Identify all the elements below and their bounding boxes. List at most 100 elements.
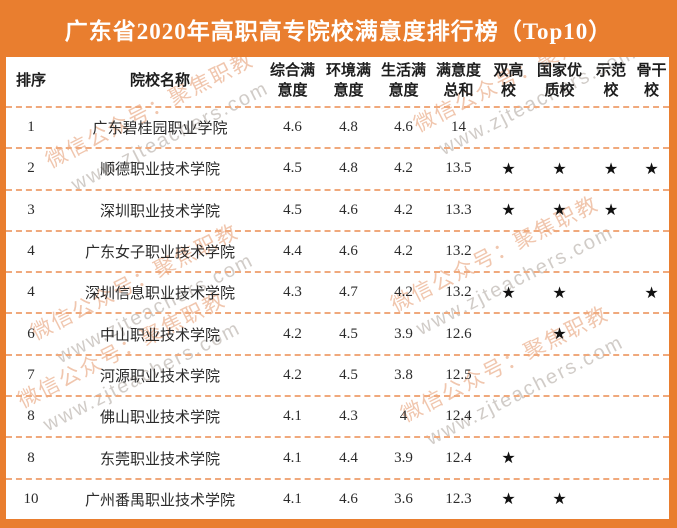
- life-score: 4.2: [394, 284, 413, 301]
- school-name-cell: 广东碧桂园职业学院: [92, 121, 228, 138]
- comprehensive-score: 4.2: [283, 366, 302, 383]
- life-score: 4.2: [394, 160, 413, 177]
- table-row: 8 佛山职业技术学院 4.1 4.3 4 12.4: [6, 397, 669, 439]
- life-score: 3.9: [394, 449, 413, 466]
- national-quality-star: ★: [552, 202, 567, 220]
- environment-score: 4.6: [339, 201, 358, 218]
- rank-cell: 7: [27, 366, 35, 383]
- school-name-cell: 佛山职业技术学院: [99, 410, 220, 427]
- national-quality-star: ★: [552, 491, 567, 509]
- header-national-quality: 国家优质校: [536, 63, 582, 99]
- comprehensive-score: 4.2: [283, 325, 302, 342]
- rank-cell: 4: [27, 243, 35, 260]
- header-comprehensive: 综合满意度: [269, 63, 315, 99]
- total-score: 13.5: [445, 160, 472, 177]
- header-backbone: 骨干校: [636, 63, 667, 99]
- header-total: 满意度总和: [435, 63, 481, 99]
- environment-score: 4.7: [339, 284, 358, 301]
- environment-score: 4.3: [339, 408, 358, 425]
- header-life: 生活满意度: [380, 63, 426, 99]
- demonstration-star: ★: [603, 160, 619, 178]
- environment-score: 4.5: [339, 325, 358, 342]
- environment-score: 4.5: [339, 366, 358, 383]
- national-quality-star: ★: [552, 284, 567, 302]
- backbone-star: ★: [644, 160, 659, 178]
- title-band: 广东省2020年高职高专院校满意度排行榜（Top10）: [0, 0, 677, 57]
- frame-border-bottom: [0, 519, 677, 528]
- life-score: 3.8: [394, 366, 413, 383]
- total-score: 12.5: [445, 366, 472, 383]
- double-high-star: ★: [501, 450, 516, 468]
- comprehensive-score: 4.6: [283, 119, 302, 136]
- environment-score: 4.6: [339, 490, 358, 507]
- school-name-cell: 深圳信息职业技术学院: [84, 286, 235, 303]
- header-school-name: 院校名称: [129, 72, 190, 89]
- table-row: 4 广东女子职业技术学院 4.4 4.6 4.2 13.2: [6, 232, 669, 274]
- comprehensive-score: 4.5: [283, 160, 302, 177]
- life-score: 4.6: [394, 119, 413, 136]
- life-score: 4.2: [394, 201, 413, 218]
- table-row: 1 广东碧桂园职业学院 4.6 4.8 4.6 14: [6, 108, 669, 150]
- rank-cell: 4: [27, 284, 35, 301]
- frame-border-left: [0, 0, 6, 528]
- double-high-star: ★: [501, 202, 516, 220]
- school-name-cell: 深圳职业技术学院: [99, 203, 220, 220]
- rank-cell: 8: [27, 408, 35, 425]
- table-row: 7 河源职业技术学院 4.2 4.5 3.8 12.5: [6, 356, 669, 398]
- table-row: 3 深圳职业技术学院 4.5 4.6 4.2 13.3 ★ ★ ★: [6, 191, 669, 232]
- double-high-star: ★: [501, 160, 516, 178]
- page-title: 广东省2020年高职高专院校满意度排行榜（Top10）: [64, 18, 613, 44]
- national-quality-star: ★: [552, 160, 567, 178]
- national-quality-star: ★: [552, 326, 567, 344]
- environment-score: 4.4: [339, 449, 358, 466]
- rank-cell: 8: [27, 449, 35, 466]
- comprehensive-score: 4.1: [283, 490, 302, 507]
- rank-cell: 10: [23, 490, 39, 507]
- comprehensive-score: 4.1: [283, 408, 302, 425]
- table-header-row: 排序 院校名称 综合满意度 环境满意度 生活满意度 满意度总和 双高校 国家优质…: [6, 57, 669, 108]
- school-name-cell: 广东女子职业技术学院: [84, 245, 235, 262]
- backbone-star: ★: [644, 284, 659, 302]
- table-row: 6 中山职业技术学院 4.2 4.5 3.9 12.6 ★: [6, 314, 669, 356]
- environment-score: 4.8: [339, 160, 358, 177]
- double-high-star: ★: [501, 284, 516, 302]
- header-double-high: 双高校: [493, 63, 524, 99]
- table-row: 8 东莞职业技术学院 4.1 4.4 3.9 12.4 ★: [6, 438, 669, 480]
- comprehensive-score: 4.5: [283, 201, 302, 218]
- comprehensive-score: 4.3: [283, 284, 302, 301]
- header-rank: 排序: [15, 72, 46, 89]
- total-score: 13.2: [445, 284, 472, 301]
- school-name-cell: 顺德职业技术学院: [99, 162, 220, 179]
- rank-cell: 6: [27, 325, 35, 342]
- environment-score: 4.8: [339, 119, 358, 136]
- school-name-cell: 中山职业技术学院: [99, 327, 220, 344]
- total-score: 14: [451, 119, 466, 136]
- comprehensive-score: 4.4: [283, 243, 302, 260]
- rank-cell: 3: [27, 201, 35, 218]
- ranking-table: 排序 院校名称 综合满意度 环境满意度 生活满意度 满意度总和 双高校 国家优质…: [6, 57, 669, 519]
- life-score: 4.2: [394, 243, 413, 260]
- school-name-cell: 东莞职业技术学院: [99, 451, 220, 468]
- school-name-cell: 河源职业技术学院: [99, 368, 220, 385]
- life-score: 3.9: [394, 325, 413, 342]
- demonstration-star: ★: [603, 202, 619, 220]
- rank-cell: 2: [27, 160, 35, 177]
- total-score: 13.3: [445, 201, 472, 218]
- total-score: 13.2: [445, 243, 472, 260]
- table-row: 4 深圳信息职业技术学院 4.3 4.7 4.2 13.2 ★ ★ ★: [6, 273, 669, 315]
- life-score: 3.6: [394, 490, 413, 507]
- frame-border-right: [669, 0, 677, 528]
- rank-cell: 1: [27, 119, 35, 136]
- total-score: 12.4: [445, 449, 472, 466]
- table-row: 10 广州番禺职业技术学院 4.1 4.6 3.6 12.3 ★ ★: [6, 480, 669, 519]
- total-score: 12.4: [445, 408, 472, 425]
- school-name-cell: 广州番禺职业技术学院: [84, 492, 235, 509]
- total-score: 12.6: [445, 325, 472, 342]
- life-score: 4: [399, 408, 408, 425]
- total-score: 12.3: [445, 490, 472, 507]
- table-row: 2 顺德职业技术学院 4.5 4.8 4.2 13.5 ★ ★ ★ ★: [6, 149, 669, 191]
- comprehensive-score: 4.1: [283, 449, 302, 466]
- header-environment: 环境满意度: [325, 63, 371, 99]
- double-high-star: ★: [501, 491, 516, 509]
